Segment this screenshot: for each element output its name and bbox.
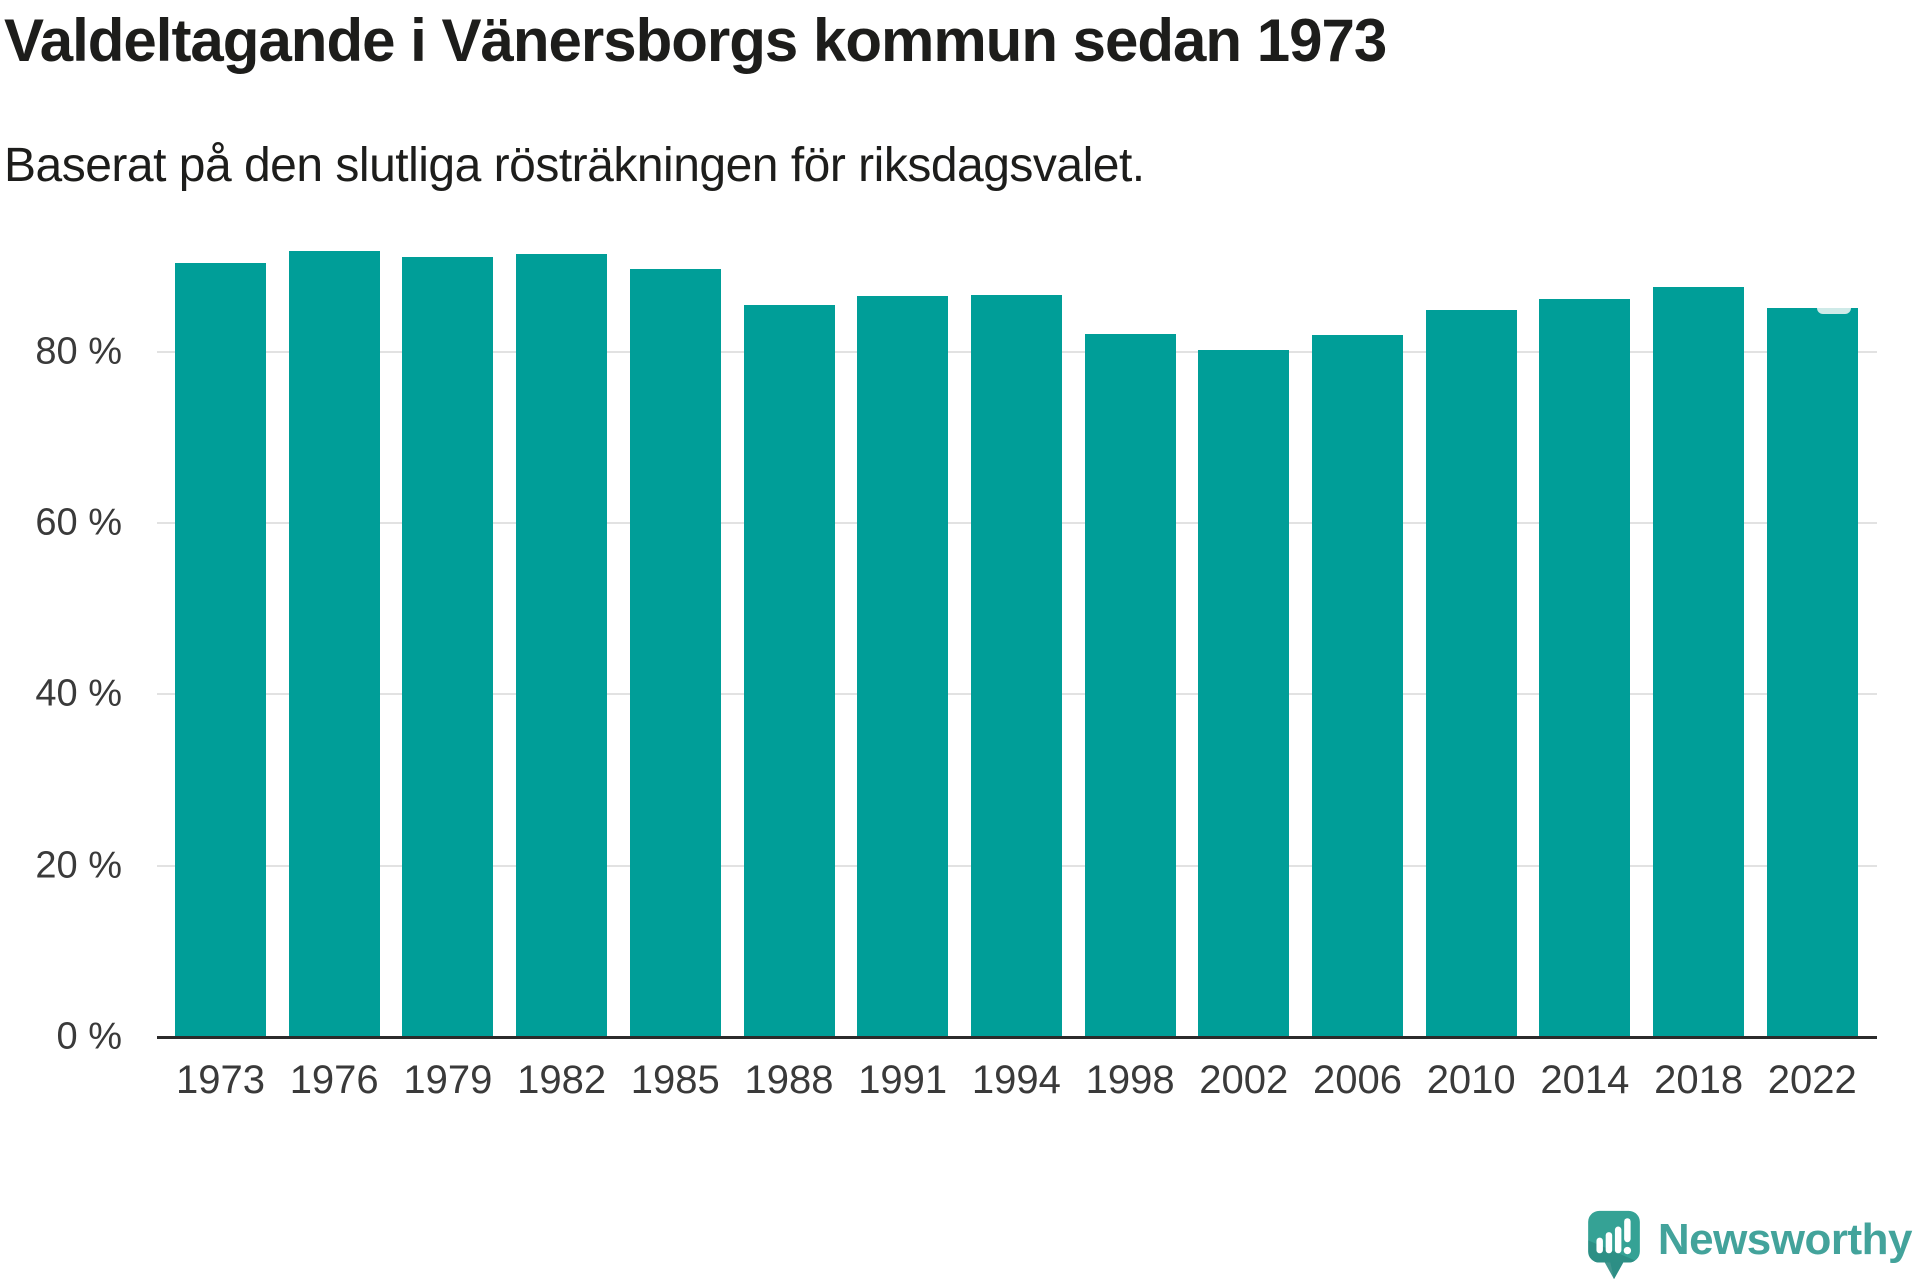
x-tick-label-2006: 2006 bbox=[1313, 1058, 1402, 1102]
bar-2006 bbox=[1312, 334, 1403, 1037]
x-axis-line bbox=[157, 1036, 1877, 1039]
bar-2010 bbox=[1425, 309, 1517, 1037]
x-tick-label-2022: 2022 bbox=[1767, 1058, 1857, 1102]
x-tick-label-1988: 1988 bbox=[744, 1058, 834, 1102]
newsworthy-logo-icon bbox=[1587, 1210, 1640, 1280]
x-tick-label-2014: 2014 bbox=[1540, 1058, 1630, 1102]
x-tick-label-1985: 1985 bbox=[630, 1058, 720, 1102]
bar-1973 bbox=[175, 262, 266, 1037]
bar-2002 bbox=[1198, 350, 1290, 1037]
y-tick-label-80: 80 % bbox=[35, 330, 122, 373]
bar-2022 bbox=[1766, 308, 1858, 1037]
bar-1979 bbox=[402, 257, 494, 1037]
y-tick-label-20: 20 % bbox=[35, 844, 122, 887]
bar-1988 bbox=[743, 305, 835, 1037]
bar-1994 bbox=[970, 295, 1062, 1037]
brand-name: Newsworthy bbox=[1657, 1215, 1913, 1264]
x-tick-label-1973: 1973 bbox=[176, 1058, 265, 1102]
bar-2018 bbox=[1653, 286, 1745, 1037]
x-tick-label-2018: 2018 bbox=[1654, 1058, 1744, 1102]
x-tick-label-1994: 1994 bbox=[971, 1058, 1061, 1102]
y-tick-label-0: 0 % bbox=[56, 1015, 122, 1058]
y-tick-label-40: 40 % bbox=[35, 672, 122, 715]
chart-subtitle: Baserat på den slutliga rösträkningen fö… bbox=[4, 139, 1145, 192]
bar-1991 bbox=[857, 296, 949, 1037]
bar-1976 bbox=[288, 251, 380, 1037]
x-tick-label-1976: 1976 bbox=[289, 1058, 379, 1102]
bar-1985 bbox=[629, 268, 721, 1037]
bar-notch-2022 bbox=[1816, 308, 1852, 315]
bar-2014 bbox=[1539, 298, 1631, 1037]
bar-1998 bbox=[1084, 333, 1176, 1037]
x-tick-label-1998: 1998 bbox=[1085, 1058, 1175, 1102]
x-tick-label-2010: 2010 bbox=[1426, 1058, 1516, 1102]
x-tick-label-1982: 1982 bbox=[517, 1058, 607, 1102]
y-tick-label-60: 60 % bbox=[35, 501, 122, 544]
bar-1982 bbox=[516, 254, 608, 1037]
chart-title: Valdeltagande i Vänersborgs kommun sedan… bbox=[4, 7, 1387, 74]
x-tick-label-1979: 1979 bbox=[403, 1058, 493, 1102]
brand-footer: Newsworthy bbox=[1586, 1208, 1913, 1280]
x-tick-label-2002: 2002 bbox=[1199, 1058, 1289, 1102]
x-tick-label-1991: 1991 bbox=[858, 1058, 948, 1102]
